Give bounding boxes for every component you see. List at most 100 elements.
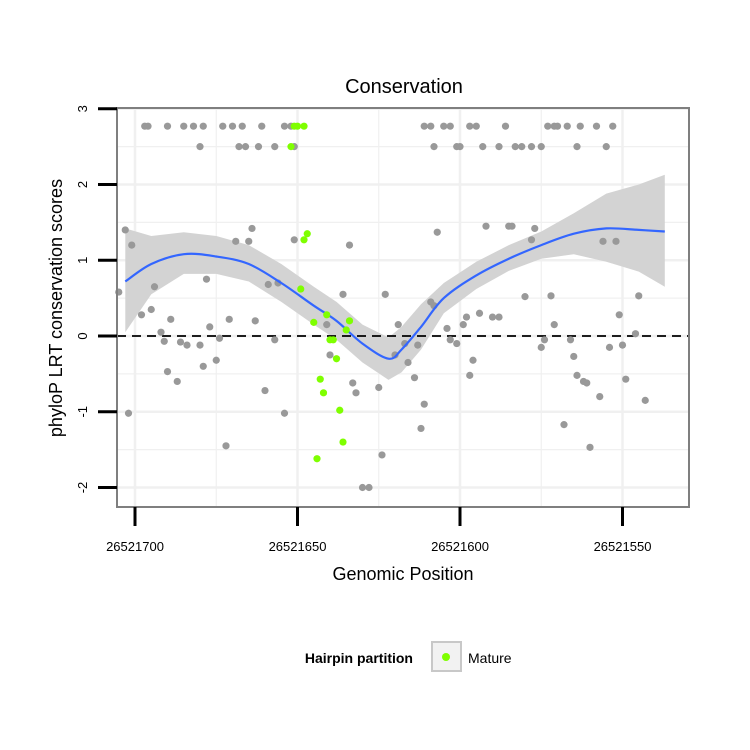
- data-point-other: [612, 237, 620, 245]
- data-point-other: [446, 336, 454, 344]
- y-axis-label: phyloP LRT conservation scores: [46, 179, 66, 437]
- data-point-other: [531, 224, 539, 233]
- data-point-other: [615, 311, 623, 319]
- data-point-other: [167, 315, 175, 323]
- data-point-other: [453, 339, 461, 348]
- data-point-other: [352, 389, 360, 397]
- data-point-other: [196, 143, 204, 151]
- data-point-other: [183, 341, 191, 349]
- chart-title: Conservation: [345, 76, 463, 98]
- x-axis: 26521700 26521650 26521600 26521550: [106, 507, 651, 554]
- data-point-other: [245, 237, 253, 245]
- data-point-mature: [293, 122, 302, 130]
- data-point-other: [414, 341, 422, 349]
- data-point-mature: [297, 285, 305, 293]
- data-point-other: [358, 483, 367, 492]
- data-point-other: [446, 122, 454, 130]
- data-point-other: [596, 393, 604, 401]
- data-point-other: [280, 409, 289, 417]
- data-point-other: [573, 371, 581, 379]
- data-point-other: [573, 143, 581, 151]
- data-point-other: [420, 400, 428, 408]
- data-point-other: [537, 143, 545, 151]
- data-point-other: [258, 122, 266, 130]
- data-point-other: [391, 351, 399, 359]
- data-point-other: [228, 122, 237, 130]
- data-point-other: [609, 122, 617, 130]
- data-point-other: [631, 330, 640, 338]
- smooth-fit-line: [124, 227, 665, 360]
- data-point-other: [404, 358, 412, 367]
- legend-key-mature: [442, 653, 450, 661]
- data-point-other: [583, 379, 591, 387]
- data-point-other: [339, 290, 347, 298]
- data-point-other: [150, 283, 159, 291]
- data-point-other: [537, 343, 545, 351]
- data-point-other: [547, 292, 555, 300]
- data-point-other: [128, 241, 136, 249]
- data-point-other: [199, 362, 207, 370]
- data-point-other: [495, 143, 503, 151]
- data-point-other: [160, 337, 168, 345]
- data-point-other: [459, 321, 467, 329]
- data-point-other: [290, 236, 298, 244]
- data-point-other: [163, 368, 172, 376]
- data-point-other: [566, 336, 575, 344]
- data-point-other: [508, 222, 516, 230]
- data-point-other: [215, 334, 224, 342]
- data-point-mature: [319, 389, 328, 397]
- data-point-other: [219, 122, 227, 130]
- data-point-other: [365, 483, 373, 492]
- data-point-other: [176, 338, 185, 346]
- data-point-other: [232, 237, 240, 245]
- x-tick-label: 26521700: [106, 539, 164, 554]
- data-point-other: [280, 122, 289, 130]
- data-point-other: [427, 122, 435, 130]
- data-point-mature: [310, 318, 318, 326]
- y-tick-label: 3: [75, 105, 90, 112]
- data-point-other: [222, 442, 230, 450]
- data-point-mature: [300, 122, 308, 130]
- data-point-other: [417, 424, 425, 433]
- data-point-other: [261, 386, 269, 395]
- data-point-mature: [339, 438, 347, 446]
- data-point-other: [472, 122, 480, 130]
- legend: Hairpin partition Mature: [305, 641, 512, 672]
- data-point-other: [433, 228, 441, 236]
- data-point-other: [482, 222, 490, 230]
- data-point-mature: [336, 406, 344, 414]
- data-point-other: [430, 143, 438, 151]
- data-point-other: [488, 313, 497, 321]
- data-point-other: [137, 311, 146, 319]
- data-point-other: [622, 375, 630, 383]
- data-point-other: [550, 321, 558, 329]
- data-point-other: [326, 351, 334, 359]
- x-axis-label: Genomic Position: [332, 564, 473, 584]
- data-point-other: [479, 143, 487, 151]
- data-point-other: [254, 143, 263, 151]
- data-point-other: [378, 451, 386, 459]
- data-point-other: [443, 324, 451, 333]
- data-point-other: [157, 328, 165, 336]
- data-point-mature: [323, 311, 331, 319]
- data-point-other: [394, 321, 402, 329]
- data-point-other: [196, 341, 204, 349]
- y-tick-label: 1: [75, 257, 90, 264]
- x-tick-label: 26521550: [594, 539, 652, 554]
- y-tick-label: 2: [75, 181, 90, 188]
- x-tick-label: 26521600: [431, 539, 489, 554]
- data-point-other: [349, 379, 357, 387]
- data-point-other: [271, 143, 279, 151]
- data-point-other: [189, 122, 198, 130]
- data-point-other: [410, 374, 419, 382]
- data-point-other: [570, 352, 578, 361]
- data-point-other: [563, 122, 571, 130]
- data-point-other: [576, 122, 584, 130]
- data-point-other: [527, 143, 536, 151]
- data-point-mature: [342, 326, 350, 334]
- panel-border: [116, 107, 690, 508]
- data-point-other: [375, 383, 383, 392]
- data-point-other: [271, 336, 279, 344]
- data-point-mature: [329, 336, 337, 344]
